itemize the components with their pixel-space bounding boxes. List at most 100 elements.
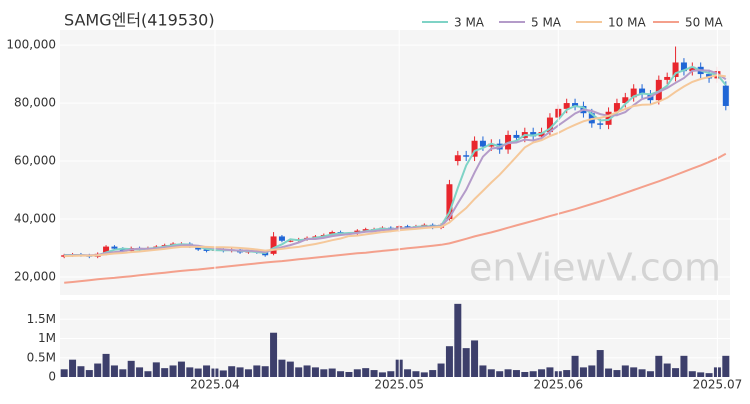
- volume-bar: [705, 373, 713, 377]
- volume-bar: [320, 369, 328, 377]
- candle-body: [404, 226, 411, 228]
- y-tick-label: 1.5M: [27, 312, 56, 326]
- y-tick-label: 1M: [38, 331, 56, 345]
- volume-bar: [613, 370, 621, 377]
- volume-bar: [471, 340, 479, 377]
- volume-bar: [521, 371, 529, 377]
- volume-bar: [194, 368, 202, 377]
- volume-bar: [186, 367, 194, 377]
- legend-label: 50 MA: [685, 16, 723, 30]
- volume-bar: [270, 332, 278, 377]
- ma-line: [64, 74, 726, 258]
- volume-bar: [127, 360, 135, 377]
- volume-bar: [77, 366, 85, 377]
- volume-bar: [504, 369, 512, 377]
- volume-bar: [337, 371, 345, 377]
- candle-body: [605, 111, 612, 125]
- candle-body: [488, 143, 495, 147]
- candle-body: [513, 134, 520, 138]
- volume-bar: [579, 367, 587, 377]
- volume-bar: [496, 371, 504, 377]
- candle-body: [639, 88, 646, 95]
- volume-bar: [630, 367, 638, 377]
- y-tick-label: 20,000: [14, 270, 56, 284]
- volume-bar: [169, 365, 177, 377]
- candle-body: [479, 140, 486, 147]
- candle-body: [270, 236, 277, 254]
- volume-bar: [605, 368, 613, 377]
- volume-bar: [85, 370, 93, 377]
- volume-bar: [529, 371, 537, 377]
- volume-bar: [621, 365, 629, 377]
- candle-body: [61, 255, 68, 257]
- volume-bar: [445, 346, 453, 377]
- volume-bar: [479, 365, 487, 377]
- candle-body: [446, 184, 453, 220]
- volume-bar: [253, 365, 261, 377]
- volume-bar: [244, 369, 252, 377]
- volume-bar: [596, 350, 604, 377]
- candle-body: [111, 246, 118, 249]
- x-tick-label: 2025.05: [374, 378, 424, 392]
- volume-bar: [697, 372, 705, 377]
- candle-body: [278, 236, 285, 241]
- volume-bar: [588, 365, 596, 377]
- volume-bar: [311, 367, 319, 377]
- candle-body: [195, 246, 202, 250]
- candle-body: [563, 103, 570, 109]
- y-tick-label: 60,000: [14, 154, 56, 168]
- watermark: enViewV.com: [469, 246, 721, 290]
- volume-bar: [353, 369, 361, 377]
- volume-bar: [119, 369, 127, 377]
- candle-body: [622, 97, 629, 104]
- volume-bar: [144, 371, 152, 377]
- volume-bar: [278, 359, 286, 377]
- volume-bar: [646, 371, 654, 377]
- price-panel: [60, 30, 730, 295]
- volume-bar: [203, 365, 211, 377]
- candle-body: [287, 240, 294, 242]
- volume-bar: [102, 353, 110, 377]
- candle-body: [672, 62, 679, 77]
- candle-body: [530, 132, 537, 137]
- volume-bar: [680, 355, 688, 377]
- candle-body: [597, 123, 604, 125]
- volume-bar: [161, 368, 169, 377]
- volume-bar: [571, 355, 579, 377]
- volume-bar: [437, 363, 445, 377]
- volume-bar: [152, 362, 160, 377]
- volume-bar: [672, 368, 680, 377]
- volume-bar: [286, 361, 294, 377]
- candle-body: [362, 229, 369, 231]
- y-tick-label: 0: [48, 370, 56, 384]
- volume-bar: [420, 372, 428, 377]
- x-tick-label: 2025.06: [534, 378, 584, 392]
- volume-bar: [487, 369, 495, 377]
- volume-bar: [412, 371, 420, 377]
- volume-bar: [362, 368, 370, 377]
- volume-bar: [69, 359, 77, 377]
- volume-bar: [454, 303, 462, 377]
- volume-bar: [295, 367, 303, 377]
- volume-bar: [110, 365, 118, 377]
- y-tick-label: 100,000: [6, 38, 56, 52]
- chart-title: SAMG엔터(419530): [64, 11, 215, 30]
- candle-body: [722, 85, 729, 106]
- volume-bar: [136, 367, 144, 377]
- candle-body: [572, 103, 579, 106]
- candle-body: [546, 117, 553, 133]
- volume-bar: [370, 370, 378, 377]
- volume-bar: [177, 361, 185, 377]
- y-tick-label: 80,000: [14, 96, 56, 110]
- candle-body: [630, 88, 637, 98]
- volume-bar: [60, 369, 68, 377]
- candle-body: [471, 140, 478, 157]
- volume-bar: [655, 355, 663, 377]
- x-tick-label: 2025.04: [190, 378, 240, 392]
- ma-line: [64, 152, 727, 284]
- volume-bar: [345, 371, 353, 377]
- volume-bar: [722, 355, 730, 377]
- candle-body: [463, 155, 470, 157]
- volume-bar: [563, 370, 571, 377]
